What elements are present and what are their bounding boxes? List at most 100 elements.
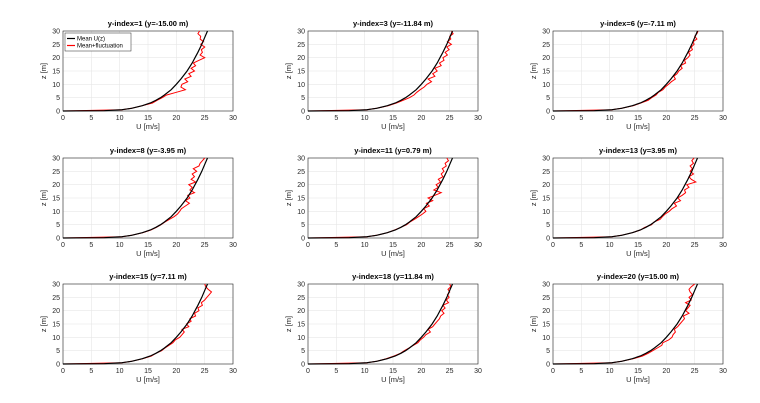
x-tick-label: 15: [389, 368, 397, 375]
axes-box: [307, 157, 479, 239]
x-tick-label: 15: [389, 242, 397, 249]
y-tick-label: 30: [542, 29, 550, 36]
y-tick-label: 0: [546, 109, 550, 116]
x-tick-label: 5: [334, 242, 338, 249]
subplot-title: y-index=18 (y=11.84 m): [352, 272, 434, 281]
y-tick-label: 0: [546, 236, 550, 243]
legend-entry: Mean U(z): [77, 37, 105, 43]
x-tick-label: 5: [89, 115, 93, 122]
y-tick-label: 30: [297, 29, 305, 36]
y-tick-label: 5: [56, 95, 60, 102]
y-tick-label: 10: [297, 82, 305, 89]
y-tick-label: 5: [301, 348, 305, 355]
y-tick-label: 5: [546, 95, 550, 102]
x-axis-label: U [m/s]: [626, 249, 650, 258]
subplot-7: 0 5 10 15 20 25 30 0 5 10 15 20 25 30 y-index=15 (y=7.…: [39, 272, 237, 384]
y-tick-label: 0: [301, 362, 305, 369]
x-tick-label: 10: [606, 242, 614, 249]
x-tick-label: 0: [306, 242, 310, 249]
x-tick-label: 20: [172, 368, 180, 375]
y-tick-label: 30: [297, 282, 305, 289]
x-tick-label: 10: [606, 368, 614, 375]
x-tick-label: 5: [579, 242, 583, 249]
subplot-title: y-index=6 (y=-7.11 m): [600, 19, 676, 28]
y-tick-label: 0: [56, 362, 60, 369]
x-tick-label: 15: [144, 242, 152, 249]
y-tick-label: 30: [52, 29, 60, 36]
x-axis-label: U [m/s]: [626, 122, 650, 131]
x-tick-label: 10: [116, 368, 124, 375]
x-axis-label: U [m/s]: [136, 122, 160, 131]
y-tick-label: 25: [52, 42, 60, 49]
x-tick-label: 25: [691, 242, 699, 249]
x-tick-label: 0: [551, 242, 555, 249]
x-tick-label: 10: [361, 368, 369, 375]
y-axis-label: z [m]: [529, 316, 538, 332]
y-tick-label: 30: [542, 282, 550, 289]
x-tick-label: 15: [634, 368, 642, 375]
y-tick-label: 25: [297, 169, 305, 176]
y-tick-label: 5: [546, 348, 550, 355]
x-tick-label: 20: [172, 242, 180, 249]
subplot-1: 0 5 10 15 20 25 30 0 5 10 15 20 25 30 y-index=1 (y=-15…: [39, 19, 237, 131]
x-tick-label: 0: [306, 368, 310, 375]
x-tick-label: 0: [61, 115, 65, 122]
subplot-title: y-index=1 (y=-15.00 m): [108, 19, 189, 28]
x-tick-label: 25: [201, 115, 209, 122]
axes-box: [62, 283, 234, 365]
x-tick-label: 5: [89, 368, 93, 375]
mean-line: [307, 283, 454, 365]
y-tick-label: 15: [542, 69, 550, 76]
mean-line: [307, 157, 454, 239]
axes-box: [307, 30, 479, 112]
y-tick-label: 20: [542, 182, 550, 189]
x-tick-label: 15: [144, 115, 152, 122]
x-axis-label: U [m/s]: [381, 375, 405, 384]
y-tick-label: 10: [52, 82, 60, 89]
subplot-title: y-index=11 (y=0.79 m): [354, 146, 432, 155]
subplot-title: y-index=8 (y=-3.95 m): [110, 146, 187, 155]
x-tick-label: 20: [662, 242, 670, 249]
y-tick-label: 15: [542, 322, 550, 329]
mean-line: [307, 30, 454, 112]
x-tick-label: 15: [144, 368, 152, 375]
y-tick-label: 10: [52, 209, 60, 216]
x-tick-label: 0: [61, 242, 65, 249]
y-axis-label: z [m]: [39, 190, 48, 206]
x-tick-label: 20: [417, 242, 425, 249]
x-tick-label: 10: [606, 115, 614, 122]
x-tick-label: 20: [417, 115, 425, 122]
y-tick-label: 0: [56, 109, 60, 116]
y-tick-label: 25: [52, 169, 60, 176]
y-tick-label: 15: [297, 322, 305, 329]
x-axis-label: U [m/s]: [381, 249, 405, 258]
x-tick-label: 25: [446, 368, 454, 375]
x-tick-label: 30: [719, 242, 727, 249]
y-tick-label: 20: [297, 55, 305, 62]
x-tick-label: 0: [306, 115, 310, 122]
y-tick-label: 0: [56, 236, 60, 243]
y-tick-label: 15: [297, 69, 305, 76]
y-tick-label: 10: [297, 209, 305, 216]
x-tick-label: 30: [474, 368, 482, 375]
mean-line: [552, 30, 699, 112]
subplot-3: 0 5 10 15 20 25 30 0 5 10 15 20 25 30 y-index=6 (y=-7.…: [529, 19, 727, 131]
mean-line: [552, 157, 699, 239]
y-tick-label: 25: [542, 42, 550, 49]
y-tick-label: 20: [297, 182, 305, 189]
subplot-title: y-index=20 (y=15.00 m): [597, 272, 680, 281]
x-tick-label: 5: [579, 115, 583, 122]
y-tick-label: 5: [56, 222, 60, 229]
x-tick-label: 5: [579, 368, 583, 375]
x-tick-label: 10: [116, 115, 124, 122]
x-tick-label: 10: [116, 242, 124, 249]
y-tick-label: 25: [542, 295, 550, 302]
y-tick-label: 15: [542, 196, 550, 203]
y-tick-label: 25: [297, 295, 305, 302]
subplot-title: y-index=15 (y=7.11 m): [109, 272, 187, 281]
y-axis-label: z [m]: [284, 63, 293, 79]
subplot-title: y-index=3 (y=-11.84 m): [353, 19, 434, 28]
x-tick-label: 30: [229, 242, 237, 249]
x-tick-label: 25: [446, 242, 454, 249]
x-tick-label: 10: [361, 242, 369, 249]
